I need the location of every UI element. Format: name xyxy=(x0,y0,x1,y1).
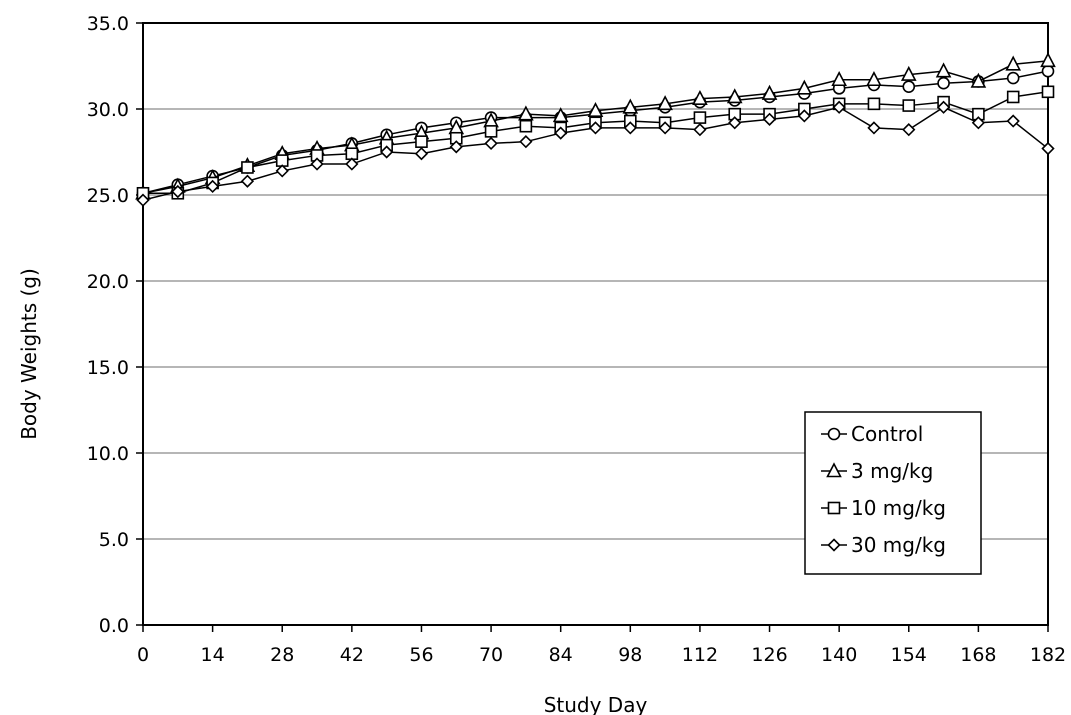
data-point xyxy=(657,95,673,111)
data-point xyxy=(728,116,742,130)
legend-marker xyxy=(827,427,841,441)
data-point xyxy=(136,193,150,207)
legend-marker xyxy=(827,538,841,552)
x-tick-label: 14 xyxy=(201,644,225,666)
data-point xyxy=(902,123,916,137)
x-tick-label: 168 xyxy=(960,644,996,666)
data-point xyxy=(1041,64,1055,78)
x-tick-label: 84 xyxy=(549,644,573,666)
y-tick-label: 30.0 xyxy=(87,99,129,121)
data-point xyxy=(449,140,463,154)
legend-item: Control xyxy=(821,422,923,446)
legend-item: 30 mg/kg xyxy=(821,533,946,557)
x-tick-label: 42 xyxy=(340,644,364,666)
data-point xyxy=(726,88,743,104)
data-point xyxy=(796,79,813,95)
data-point xyxy=(1005,55,1022,71)
data-point xyxy=(519,119,533,133)
data-point xyxy=(171,184,185,199)
x-tick-label: 0 xyxy=(137,644,149,666)
data-point xyxy=(552,107,569,123)
data-point xyxy=(937,76,950,90)
data-point xyxy=(762,112,777,126)
data-point xyxy=(588,121,603,135)
data-point xyxy=(1040,52,1056,68)
legend-item: 3 mg/kg xyxy=(821,459,933,483)
x-tick-label: 140 xyxy=(821,644,857,666)
data-point xyxy=(275,164,289,178)
data-point xyxy=(518,105,534,121)
data-point xyxy=(1041,85,1055,99)
series-diamond xyxy=(136,100,1055,207)
y-tick-label: 35.0 xyxy=(87,13,129,35)
data-point xyxy=(484,125,498,138)
data-point xyxy=(970,72,987,88)
x-tick-label: 126 xyxy=(751,644,787,666)
data-point xyxy=(866,71,882,87)
data-point xyxy=(692,89,708,105)
x-tick-label: 70 xyxy=(479,644,503,666)
data-point xyxy=(345,157,359,171)
data-point xyxy=(936,100,951,114)
x-tick-label: 56 xyxy=(409,644,433,666)
data-point xyxy=(622,98,639,114)
y-tick-label: 10.0 xyxy=(87,443,129,465)
legend-label: 30 mg/kg xyxy=(851,533,946,557)
legend-item: 10 mg/kg xyxy=(821,496,946,520)
data-point xyxy=(832,100,846,114)
data-point xyxy=(484,136,498,151)
data-point xyxy=(1041,141,1055,156)
legend-marker xyxy=(827,501,841,515)
series-group xyxy=(135,52,1056,207)
data-point xyxy=(380,145,394,159)
data-point xyxy=(902,99,916,112)
data-point xyxy=(205,179,220,194)
data-point xyxy=(587,101,604,118)
y-tick-label: 20.0 xyxy=(87,271,129,293)
x-axis-title: Study Day xyxy=(544,693,648,715)
x-tick-label: 154 xyxy=(891,644,927,666)
data-point xyxy=(693,123,707,137)
x-axis-ticks: 0 14 28 42 56 70 84 98 112 126 140 154 168 182 xyxy=(137,625,1066,666)
data-point xyxy=(658,121,672,135)
data-point xyxy=(867,121,881,135)
data-point xyxy=(519,135,533,149)
legend-label: 3 mg/kg xyxy=(851,459,933,483)
data-point xyxy=(867,97,881,111)
data-point xyxy=(1006,90,1020,104)
data-point xyxy=(1006,71,1020,85)
y-tick-label: 5.0 xyxy=(99,529,129,551)
y-axis-title: Body Weights (g) xyxy=(17,268,41,440)
x-tick-label: 98 xyxy=(618,644,642,666)
y-tick-label: 15.0 xyxy=(87,357,129,379)
x-tick-label: 112 xyxy=(682,644,718,666)
data-point xyxy=(971,116,986,130)
data-point xyxy=(831,71,847,87)
data-point xyxy=(935,62,952,78)
data-point xyxy=(310,157,324,171)
data-point xyxy=(900,65,917,81)
data-point xyxy=(623,121,637,135)
data-point xyxy=(415,135,428,148)
y-axis-ticks: 0.0 5.0 10.0 15.0 20.0 25.0 30.0 35.0 xyxy=(87,13,143,637)
legend: Control 3 mg/kg 10 mg/kg 30 mg/kg xyxy=(804,411,982,575)
data-point xyxy=(240,174,255,188)
data-point xyxy=(761,84,778,100)
data-point xyxy=(902,80,916,93)
x-tick-label: 182 xyxy=(1030,644,1066,666)
legend-label: Control xyxy=(851,422,923,446)
data-point xyxy=(414,147,429,161)
legend-marker xyxy=(826,462,842,478)
data-point xyxy=(554,126,568,140)
y-tick-label: 25.0 xyxy=(87,185,129,207)
data-point xyxy=(797,109,811,123)
data-point xyxy=(1006,114,1020,128)
data-point xyxy=(693,111,707,124)
y-tick-label: 0.0 xyxy=(99,615,129,637)
legend-label: 10 mg/kg xyxy=(851,496,946,520)
plot-area xyxy=(142,22,1049,626)
data-point xyxy=(241,161,254,174)
x-tick-label: 28 xyxy=(270,644,294,666)
